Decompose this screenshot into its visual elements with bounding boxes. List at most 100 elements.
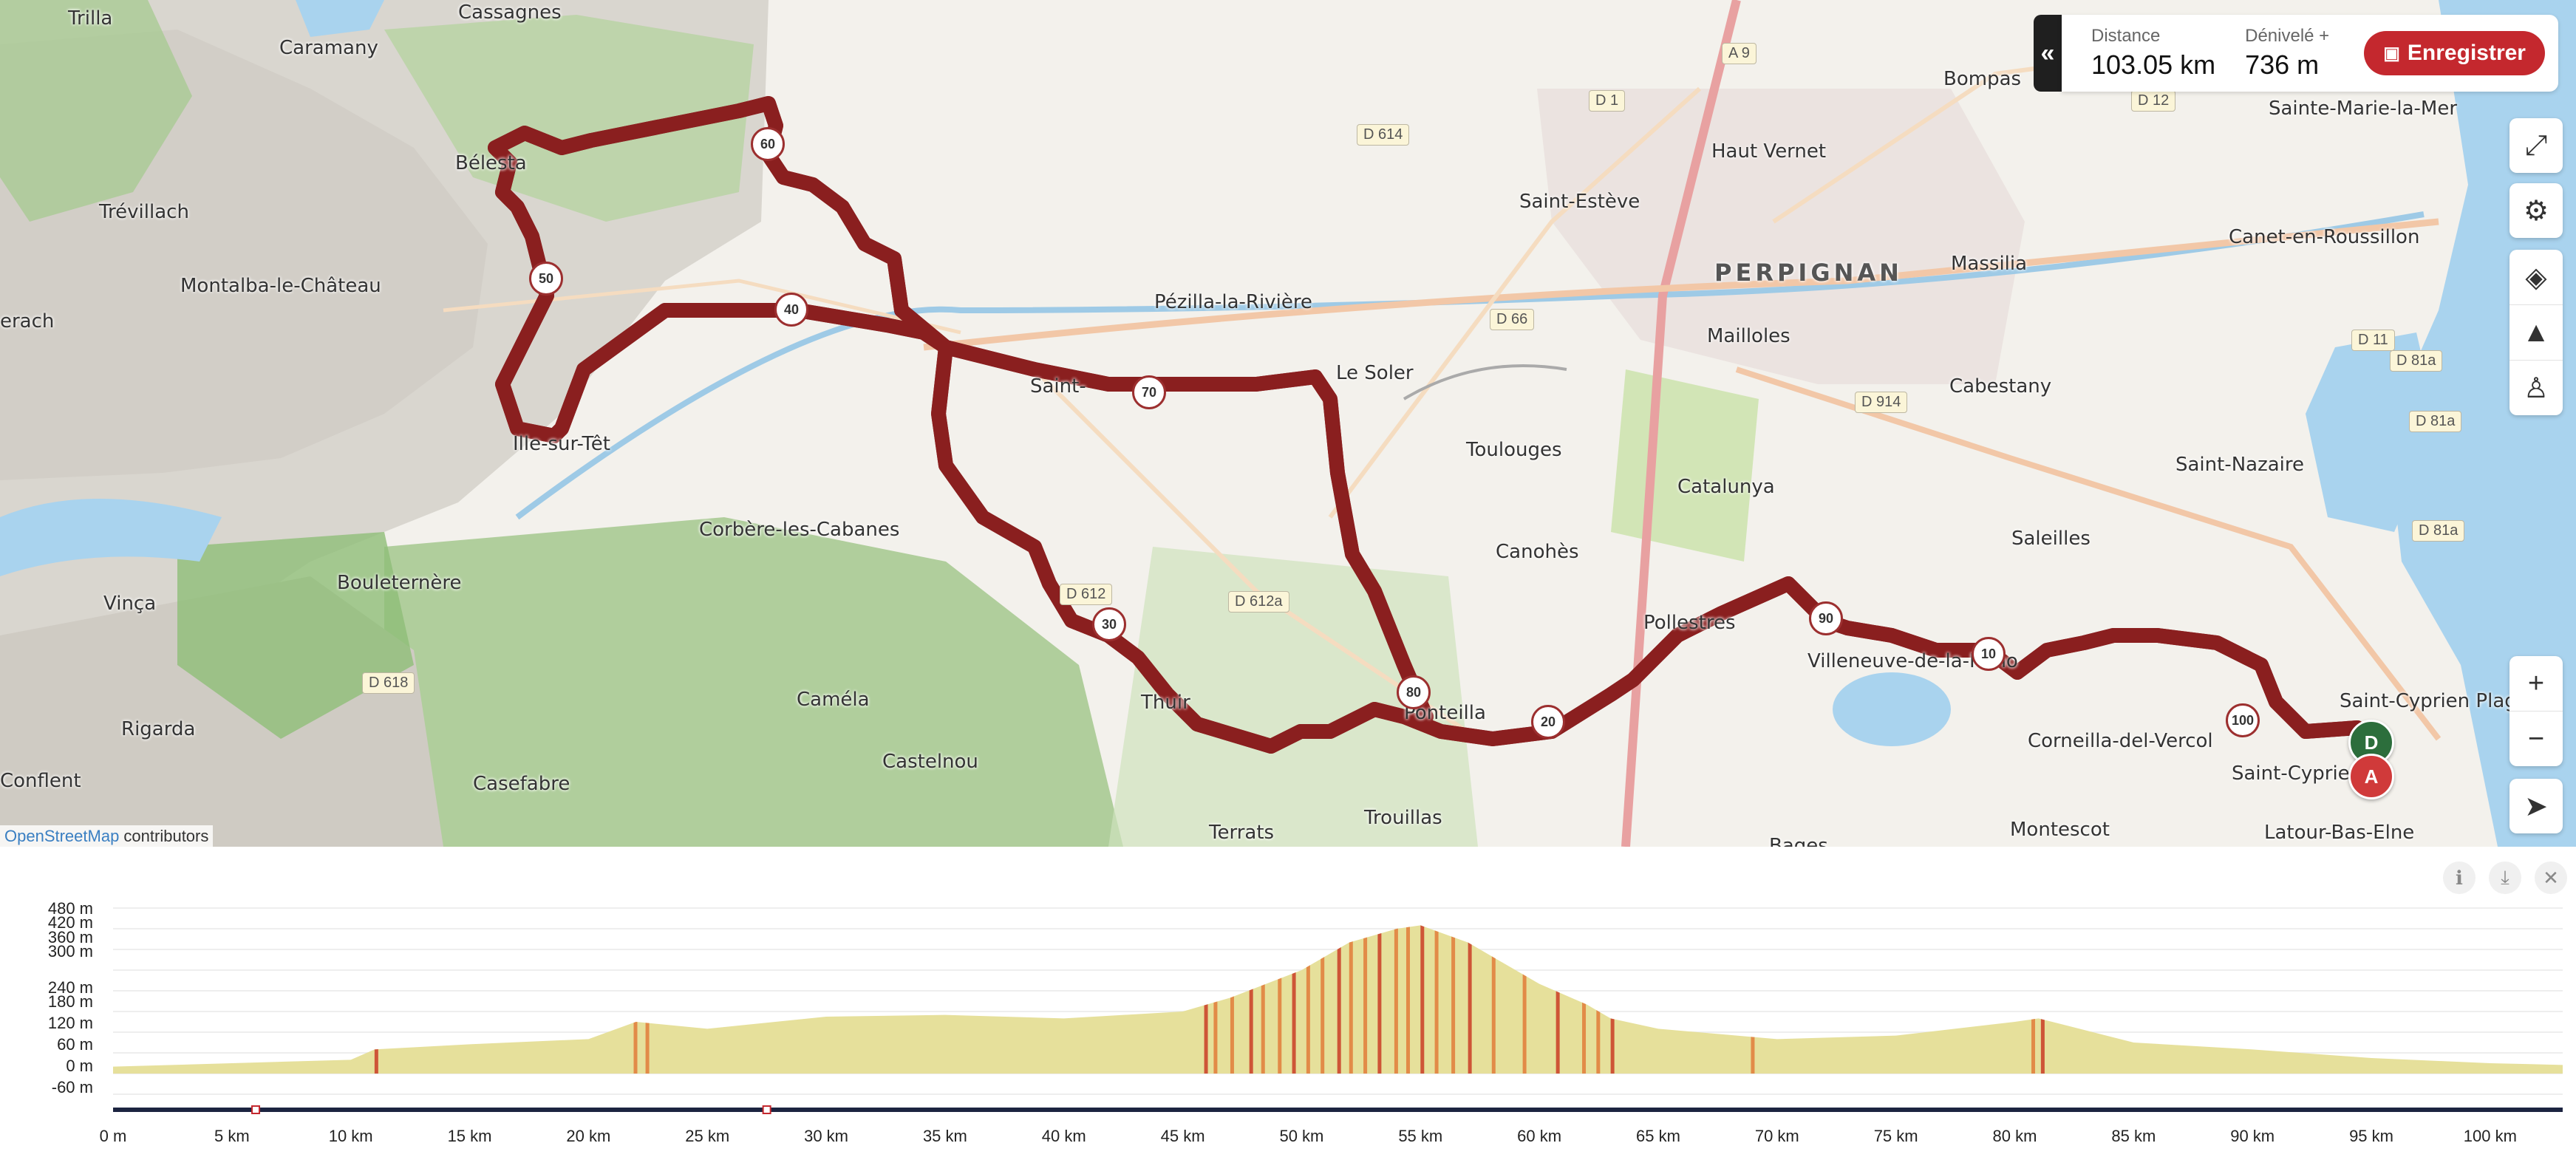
place-label: Saint-Nazaire xyxy=(2175,454,2305,476)
close-profile-button[interactable]: ✕ xyxy=(2535,862,2567,894)
download-icon: ⤓ xyxy=(2501,866,2509,888)
km-marker: 60 xyxy=(751,127,785,161)
x-axis-tick: 30 km xyxy=(804,1127,849,1145)
place-label: Bélesta xyxy=(455,152,527,174)
place-label: Rigarda xyxy=(121,718,196,740)
place-label: Bages xyxy=(1769,835,1828,847)
mountain-icon: ▲ xyxy=(2522,316,2550,348)
distance-label: Distance xyxy=(2091,26,2161,46)
distance-stat: Distance 103.05 km xyxy=(2091,26,2215,81)
elevation-value: 736 m xyxy=(2245,50,2320,80)
y-axis-tick: 480 m xyxy=(47,899,93,918)
place-label: Saint-Cyprien Plage xyxy=(2340,690,2529,712)
km-marker: 20 xyxy=(1531,705,1565,739)
double-chevron-left-icon: « xyxy=(2040,38,2055,67)
km-marker: 100 xyxy=(2226,703,2260,737)
elevation-panel xyxy=(0,847,2576,1160)
y-axis-tick: 240 m xyxy=(47,978,93,997)
gear-icon: ⚙ xyxy=(2523,195,2549,227)
km-marker: 70 xyxy=(1132,375,1166,409)
place-label: Saleilles xyxy=(2011,528,2091,550)
elevation-label: Dénivelé + xyxy=(2245,26,2330,46)
plus-icon: + xyxy=(2527,667,2545,699)
place-label: Mailloles xyxy=(1707,325,1790,347)
x-axis-tick: 70 km xyxy=(1754,1127,1799,1145)
pegman-icon: ♙ xyxy=(2523,372,2549,404)
road-label: D 612 xyxy=(1060,584,1113,605)
x-axis-tick: 75 km xyxy=(1873,1127,1918,1145)
x-axis-tick: 0 m xyxy=(99,1127,127,1145)
terrain-button[interactable]: ▲ xyxy=(2509,305,2563,361)
x-axis-tick: 80 km xyxy=(1992,1127,2037,1145)
place-label: Saint-Estève xyxy=(1519,191,1640,213)
x-axis-tick: 35 km xyxy=(922,1127,967,1145)
layers-button[interactable]: ◈ xyxy=(2509,250,2563,305)
place-label: Saint- xyxy=(1030,375,1086,398)
map-canvas xyxy=(0,0,2576,847)
road-label: D 81a xyxy=(2390,350,2443,372)
settings-button[interactable]: ⚙ xyxy=(2509,183,2563,238)
place-label: Haut Vernet xyxy=(1711,140,1827,163)
minus-icon: − xyxy=(2527,723,2545,754)
place-label: Cabestany xyxy=(1949,375,2052,398)
y-axis-tick: 360 m xyxy=(47,928,93,946)
place-label: Thuir xyxy=(1141,692,1190,714)
place-label: Latour-Bas-Elne xyxy=(2264,822,2415,844)
y-axis-tick: 300 m xyxy=(47,942,93,961)
road-label: A 9 xyxy=(1722,43,1756,64)
locate-button[interactable]: ➤ xyxy=(2509,779,2563,833)
y-axis-tick: 420 m xyxy=(47,913,93,932)
place-label: Le Soler xyxy=(1336,362,1414,384)
place-label: Bouleternère xyxy=(337,572,462,594)
place-label: Ille-sur-Têt xyxy=(513,433,610,455)
road-label: D 614 xyxy=(1357,124,1410,146)
place-label: Canohès xyxy=(1496,541,1579,563)
x-axis-tick: 10 km xyxy=(328,1127,373,1145)
zoom-out-button[interactable]: − xyxy=(2509,712,2563,766)
x-axis-tick: 25 km xyxy=(685,1127,730,1145)
x-axis-tick: 60 km xyxy=(1517,1127,1562,1145)
road-label: D 12 xyxy=(2131,90,2176,112)
collapse-panel-button[interactable]: « xyxy=(2034,15,2062,92)
road-label: D 914 xyxy=(1855,392,1908,413)
distance-value: 103.05 km xyxy=(2091,50,2216,80)
km-marker: 90 xyxy=(1809,601,1843,635)
place-label: Casefabre xyxy=(473,773,570,795)
place-label: Castelnou xyxy=(882,751,978,773)
x-axis-tick: 50 km xyxy=(1279,1127,1324,1145)
km-marker: 10 xyxy=(1972,637,2006,671)
info-button[interactable]: ℹ xyxy=(2443,862,2476,894)
street-view-button[interactable]: ♙ xyxy=(2509,361,2563,415)
expand-icon: ⤢ xyxy=(2524,129,2548,161)
fullscreen-button[interactable]: ⤢ xyxy=(2509,118,2563,173)
close-icon: ✕ xyxy=(2543,866,2559,889)
place-label: Sainte-Marie-la-Mer xyxy=(2269,98,2458,120)
place-label: Corbère-les-Cabanes xyxy=(699,519,900,541)
road-label: D 81a xyxy=(2409,411,2462,432)
download-button[interactable]: ⤓ xyxy=(2489,862,2521,894)
y-axis-tick: 60 m xyxy=(57,1035,93,1054)
place-label: Cassagnes xyxy=(458,1,562,24)
fullscreen-control: ⤢ xyxy=(2509,118,2563,173)
route-stats-panel: « Distance 103.05 km Dénivelé + 736 m ▣ … xyxy=(2034,15,2558,92)
x-axis-tick: 85 km xyxy=(2111,1127,2156,1145)
road-label: D 612a xyxy=(1228,591,1289,613)
y-axis-tick: -60 m xyxy=(51,1078,93,1096)
zoom-controls: + − xyxy=(2509,656,2563,766)
x-axis-tick: 95 km xyxy=(2349,1127,2393,1145)
zoom-in-button[interactable]: + xyxy=(2509,656,2563,712)
place-label: Montalba-le-Château xyxy=(180,275,381,297)
km-marker: 30 xyxy=(1092,607,1126,641)
km-marker: 80 xyxy=(1397,675,1431,709)
place-label: Massilia xyxy=(1951,253,2028,275)
x-axis-tick: 90 km xyxy=(2230,1127,2275,1145)
x-axis-tick: 40 km xyxy=(1041,1127,1086,1145)
y-axis-tick: 0 m xyxy=(66,1057,93,1075)
end-marker[interactable]: A xyxy=(2348,754,2394,799)
attribution-link[interactable]: OpenStreetMap xyxy=(4,827,120,845)
x-axis-tick: 65 km xyxy=(1636,1127,1680,1145)
x-axis-tick: 55 km xyxy=(1398,1127,1443,1145)
map-view[interactable]: Trilla Cassagnes Caramany Bélesta Trévil… xyxy=(0,0,2576,847)
road-label: D 11 xyxy=(2351,330,2395,351)
save-button[interactable]: ▣ Enregistrer xyxy=(2364,31,2545,75)
